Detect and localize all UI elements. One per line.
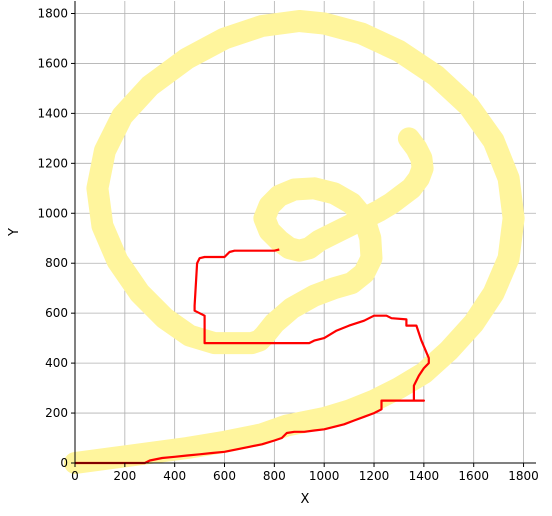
x-tick-label-9: 1800 (508, 469, 539, 483)
y-tick-label-2: 400 (45, 356, 68, 370)
x-tick-label-1: 200 (113, 469, 136, 483)
band-line (64, 10, 525, 474)
y-axis-label: Y (7, 228, 22, 237)
x-tick-label-4: 800 (263, 469, 286, 483)
x-tick-label-6: 1200 (359, 469, 390, 483)
y-tick-label-4: 800 (45, 256, 68, 270)
y-tick-label-9: 1800 (37, 6, 68, 20)
y-tick-label-3: 600 (45, 306, 68, 320)
x-tick-label-3: 600 (213, 469, 236, 483)
x-tick-label-7: 1400 (409, 469, 440, 483)
y-tick-label-8: 1600 (37, 56, 68, 70)
x-tick-label-0: 0 (71, 469, 79, 483)
grid (74, 1, 536, 464)
x-tick-label-2: 400 (163, 469, 186, 483)
y-tick-label-7: 1400 (37, 106, 68, 120)
y-tick-label-1: 200 (45, 406, 68, 420)
y-ticks: 0 200 400 600 800 1000 1200 1400 1600 1800 (37, 6, 75, 470)
axes (74, 1, 536, 464)
x-axis-label: X (301, 492, 310, 507)
x-tick-label-5: 1000 (309, 469, 340, 483)
band-series (64, 10, 525, 474)
y-tick-label-0: 0 (60, 456, 68, 470)
y-tick-label-6: 1200 (37, 156, 68, 170)
path-line (75, 248, 430, 465)
path-series (75, 248, 430, 465)
y-tick-label-5: 1000 (37, 206, 68, 220)
x-ticks: 0 200 400 600 800 1000 1200 1400 1600 1800 (71, 463, 539, 483)
x-tick-label-8: 1600 (458, 469, 489, 483)
